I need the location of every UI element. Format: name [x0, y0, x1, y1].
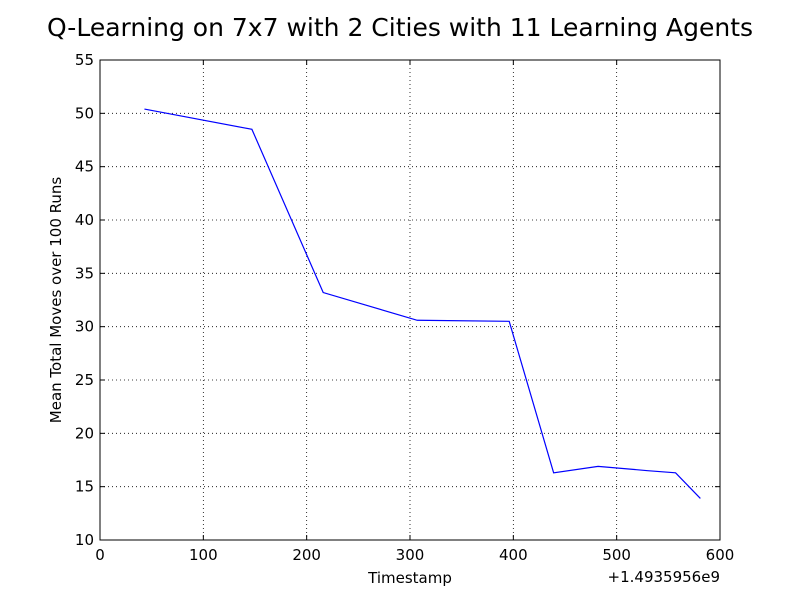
x-tick-label: 400 — [499, 546, 528, 564]
y-tick-label: 15 — [75, 478, 94, 496]
x-tick-label: 600 — [706, 546, 735, 564]
y-tick-label: 50 — [75, 104, 94, 122]
plot-series — [144, 108, 701, 499]
y-tick-label: 35 — [75, 264, 94, 282]
x-tick-label: 100 — [189, 546, 218, 564]
axis-ticks: 0 100 200 300 400 500 600 10 15 20 25 30 35 40 45 50 55 — [75, 51, 734, 564]
y-tick-label: 40 — [75, 211, 94, 229]
x-tick-label: 0 — [95, 546, 105, 564]
x-tick-label: 200 — [292, 546, 321, 564]
y-tick-label: 55 — [75, 51, 94, 69]
y-tick-label: 30 — [75, 318, 94, 336]
chart-title: Q-Learning on 7x7 with 2 Cities with 11 … — [47, 13, 753, 42]
y-axis-label: Mean Total Moves over 100 Runs — [47, 177, 65, 424]
y-tick-label: 10 — [75, 531, 94, 549]
x-tick-label: 300 — [396, 546, 425, 564]
x-tick-label: 500 — [602, 546, 631, 564]
y-tick-label: 45 — [75, 158, 94, 176]
y-tick-label: 25 — [75, 371, 94, 389]
grid — [100, 60, 720, 540]
x-offset-label: +1.4935956e9 — [608, 568, 720, 586]
series-line — [144, 108, 701, 499]
x-axis-label: Timestamp — [367, 569, 452, 587]
y-tick-label: 20 — [75, 424, 94, 442]
